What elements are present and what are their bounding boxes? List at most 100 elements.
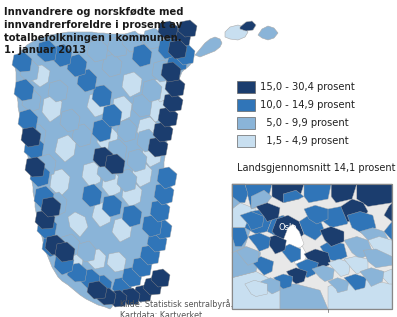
- Polygon shape: [232, 228, 248, 247]
- Polygon shape: [50, 169, 70, 197]
- Polygon shape: [232, 228, 251, 253]
- Polygon shape: [55, 135, 76, 162]
- Polygon shape: [143, 277, 162, 295]
- Text: Landsgjennomsnitt 14,1 prosent: Landsgjennomsnitt 14,1 prosent: [237, 163, 395, 173]
- Polygon shape: [37, 154, 56, 177]
- Polygon shape: [52, 44, 72, 67]
- Polygon shape: [153, 122, 173, 142]
- Polygon shape: [384, 203, 392, 222]
- Polygon shape: [152, 219, 172, 239]
- Polygon shape: [105, 154, 125, 174]
- Polygon shape: [142, 79, 162, 102]
- Polygon shape: [151, 269, 170, 287]
- Polygon shape: [82, 184, 102, 207]
- Polygon shape: [328, 259, 351, 276]
- Text: 10,0 - 14,9 prosent: 10,0 - 14,9 prosent: [260, 100, 355, 110]
- Polygon shape: [122, 182, 142, 207]
- Polygon shape: [237, 247, 259, 265]
- Bar: [237, 81, 255, 93]
- Polygon shape: [37, 216, 57, 239]
- Polygon shape: [37, 40, 57, 62]
- Polygon shape: [162, 34, 182, 55]
- Polygon shape: [122, 31, 143, 52]
- Polygon shape: [67, 263, 87, 282]
- Polygon shape: [158, 107, 178, 127]
- Polygon shape: [320, 206, 352, 228]
- Polygon shape: [122, 267, 142, 287]
- Polygon shape: [24, 137, 44, 159]
- Polygon shape: [384, 222, 392, 240]
- Polygon shape: [148, 137, 168, 157]
- Polygon shape: [248, 233, 270, 251]
- Polygon shape: [280, 284, 328, 309]
- Polygon shape: [267, 215, 293, 236]
- Text: 15,0 - 30,4 prosent: 15,0 - 30,4 prosent: [260, 82, 355, 92]
- Polygon shape: [92, 119, 112, 142]
- Polygon shape: [245, 184, 272, 209]
- Polygon shape: [87, 249, 106, 269]
- Polygon shape: [258, 26, 278, 40]
- Polygon shape: [80, 269, 100, 289]
- Polygon shape: [132, 162, 152, 187]
- Polygon shape: [147, 232, 167, 252]
- Polygon shape: [357, 184, 392, 206]
- Polygon shape: [261, 278, 280, 294]
- Polygon shape: [48, 80, 68, 102]
- Bar: [237, 135, 255, 147]
- Polygon shape: [304, 249, 331, 269]
- Polygon shape: [154, 183, 174, 205]
- Polygon shape: [41, 197, 61, 217]
- Polygon shape: [87, 92, 108, 117]
- Polygon shape: [117, 119, 137, 142]
- Polygon shape: [102, 104, 122, 127]
- Polygon shape: [232, 247, 261, 278]
- Polygon shape: [344, 274, 366, 290]
- Polygon shape: [171, 27, 191, 47]
- Polygon shape: [360, 268, 384, 287]
- Polygon shape: [264, 235, 286, 254]
- Polygon shape: [21, 127, 41, 147]
- Polygon shape: [97, 126, 118, 152]
- Polygon shape: [363, 249, 392, 268]
- Polygon shape: [175, 44, 195, 65]
- Polygon shape: [22, 90, 41, 112]
- Polygon shape: [20, 60, 39, 82]
- Polygon shape: [47, 192, 67, 217]
- Polygon shape: [283, 190, 304, 203]
- Polygon shape: [167, 49, 188, 72]
- Polygon shape: [112, 96, 132, 122]
- Polygon shape: [14, 79, 34, 101]
- Polygon shape: [368, 236, 392, 259]
- Polygon shape: [117, 169, 137, 192]
- Polygon shape: [132, 44, 152, 67]
- Polygon shape: [142, 28, 163, 49]
- Polygon shape: [251, 256, 274, 275]
- Polygon shape: [132, 257, 152, 277]
- Polygon shape: [152, 60, 172, 82]
- Polygon shape: [142, 215, 162, 237]
- Polygon shape: [92, 202, 112, 227]
- Polygon shape: [140, 245, 160, 265]
- Polygon shape: [347, 211, 376, 234]
- Polygon shape: [158, 38, 177, 59]
- Polygon shape: [112, 217, 132, 242]
- Polygon shape: [67, 54, 87, 77]
- Polygon shape: [122, 72, 142, 97]
- Polygon shape: [122, 205, 142, 227]
- Polygon shape: [107, 252, 126, 272]
- Polygon shape: [256, 203, 280, 222]
- Polygon shape: [142, 142, 162, 167]
- Polygon shape: [102, 195, 122, 217]
- Bar: [237, 99, 255, 111]
- Polygon shape: [341, 199, 368, 222]
- Polygon shape: [42, 234, 62, 257]
- Polygon shape: [97, 159, 117, 182]
- Polygon shape: [77, 69, 97, 92]
- Polygon shape: [163, 93, 183, 112]
- Polygon shape: [240, 211, 264, 230]
- Text: 5,0 - 9,9 prosent: 5,0 - 9,9 prosent: [260, 118, 349, 128]
- Polygon shape: [344, 236, 373, 259]
- Polygon shape: [157, 167, 177, 189]
- Polygon shape: [150, 200, 170, 222]
- Polygon shape: [127, 149, 147, 172]
